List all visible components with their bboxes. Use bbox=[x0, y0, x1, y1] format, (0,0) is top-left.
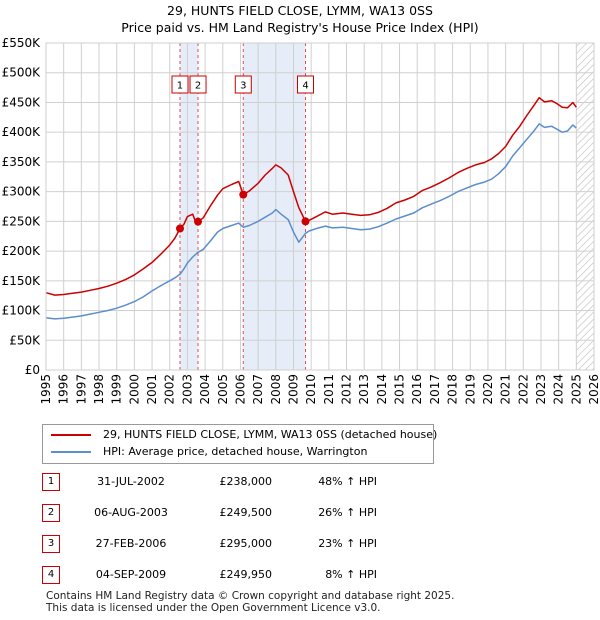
legend-swatch-hpi bbox=[51, 451, 91, 453]
footer-copyright: Contains HM Land Registry data © Crown c… bbox=[46, 590, 455, 602]
sale-marker-badge-1 bbox=[171, 75, 189, 94]
x-tick-label: 2007 bbox=[251, 374, 265, 405]
y-tick-label: £250K bbox=[2, 214, 42, 228]
legend-label-hpi: HPI: Average price, detached house, Warr… bbox=[103, 445, 368, 458]
chart-title: 29, HUNTS FIELD CLOSE, LYMM, WA13 0SS Pr… bbox=[0, 2, 600, 36]
sale-point-1 bbox=[175, 224, 184, 233]
property-series-line bbox=[45, 96, 577, 296]
x-tick-label: 2014 bbox=[375, 374, 389, 405]
sale-hpi-change: 23% ↑ HPI bbox=[318, 537, 377, 550]
sale-marker-label-1: 1 bbox=[177, 81, 183, 92]
sale-hpi-change: 48% ↑ HPI bbox=[318, 475, 377, 488]
x-tick-label: 2017 bbox=[428, 374, 442, 405]
sale-hpi-change: 26% ↑ HPI bbox=[318, 506, 377, 519]
footer-attribution: Contains HM Land Registry data © Crown c… bbox=[46, 590, 454, 614]
x-tick-label: 2003 bbox=[180, 374, 194, 405]
title-subtitle: Price paid vs. HM Land Registry's House … bbox=[121, 20, 479, 35]
x-tick-label: 1998 bbox=[92, 374, 106, 405]
x-tick-label: 1996 bbox=[57, 374, 71, 405]
sale-marker-label-4: 4 bbox=[302, 81, 308, 92]
plot-area bbox=[46, 43, 594, 370]
sale-marker-badge-3 bbox=[234, 75, 252, 94]
x-tick-label: 1999 bbox=[110, 374, 124, 405]
sale-number-badge: 3 bbox=[42, 535, 60, 553]
x-tick-label: 2024 bbox=[552, 374, 566, 405]
sale-number-badge: 1 bbox=[42, 473, 60, 491]
plot-border bbox=[45, 42, 595, 371]
y-tick-label: £300K bbox=[2, 185, 42, 199]
x-tick-label: 2022 bbox=[516, 374, 530, 405]
sale-point-4 bbox=[301, 217, 310, 226]
sale-date: 31-JUL-2002 bbox=[97, 475, 165, 488]
sale-hpi-change: 8% ↑ HPI bbox=[325, 568, 377, 581]
x-tick-label: 2004 bbox=[198, 374, 212, 405]
sale-price: £249,950 bbox=[219, 568, 273, 581]
y-tick-label: £200K bbox=[2, 244, 42, 258]
x-tick-label: 2010 bbox=[304, 374, 318, 405]
sale-date: 27-FEB-2006 bbox=[95, 537, 167, 550]
y-tick-label: £50K bbox=[9, 333, 41, 347]
y-tick-label: £150K bbox=[2, 274, 42, 288]
y-tick-label: £100K bbox=[2, 304, 42, 318]
y-tick-label: £350K bbox=[2, 155, 42, 169]
y-tick-label: £450K bbox=[2, 95, 42, 109]
footer-licence: This data is licensed under the Open Gov… bbox=[46, 602, 381, 614]
hpi-series-line bbox=[45, 123, 577, 320]
legend-label-property: 29, HUNTS FIELD CLOSE, LYMM, WA13 0SS (d… bbox=[103, 428, 438, 441]
shaded-period-1 bbox=[179, 43, 199, 370]
sale-price: £238,000 bbox=[219, 475, 273, 488]
sale-point-2 bbox=[194, 217, 203, 226]
sale-marker-label-2: 2 bbox=[195, 81, 201, 92]
x-tick-label: 2002 bbox=[163, 374, 177, 405]
sale-date: 04-SEP-2009 bbox=[95, 568, 167, 581]
shaded-period-2 bbox=[243, 43, 306, 370]
sale-date: 06-AUG-2003 bbox=[94, 506, 168, 519]
chart-legend: 29, HUNTS FIELD CLOSE, LYMM, WA13 0SS (d… bbox=[42, 424, 437, 464]
x-tick-label: 2015 bbox=[393, 374, 407, 405]
x-tick-label: 2011 bbox=[322, 374, 336, 405]
x-tick-label: 2012 bbox=[340, 374, 354, 405]
x-tick-label: 2001 bbox=[145, 374, 159, 405]
sale-price: £249,500 bbox=[219, 506, 273, 519]
x-tick-label: 2019 bbox=[463, 374, 477, 405]
x-tick-label: 2021 bbox=[499, 374, 513, 405]
x-tick-label: 2026 bbox=[587, 374, 600, 405]
x-tick-label: 2009 bbox=[286, 374, 300, 405]
y-tick-label: £400K bbox=[2, 125, 42, 139]
y-tick-label: £0 bbox=[25, 363, 40, 377]
x-tick-label: 2008 bbox=[269, 374, 283, 405]
title-address: 29, HUNTS FIELD CLOSE, LYMM, WA13 0SS bbox=[167, 3, 433, 18]
sale-price: £295,000 bbox=[219, 537, 273, 550]
sale-marker-badge-2 bbox=[189, 75, 207, 94]
x-tick-label: 2018 bbox=[446, 374, 460, 405]
sale-number-badge: 2 bbox=[42, 504, 60, 522]
x-tick-label: 2000 bbox=[127, 374, 141, 405]
legend-item-hpi: HPI: Average price, detached house, Warr… bbox=[51, 444, 367, 460]
x-tick-label: 2016 bbox=[410, 374, 424, 405]
sale-marker-badge-4 bbox=[297, 75, 315, 94]
forecast-hatch bbox=[576, 43, 594, 370]
sale-point-3 bbox=[239, 190, 248, 199]
y-tick-label: £500K bbox=[2, 66, 42, 80]
x-tick-label: 2006 bbox=[233, 374, 247, 405]
legend-swatch-property bbox=[51, 434, 91, 436]
x-tick-label: 2025 bbox=[569, 374, 583, 405]
x-tick-label: 2023 bbox=[534, 374, 548, 405]
y-tick-label: £550K bbox=[2, 36, 42, 50]
x-tick-label: 2020 bbox=[481, 374, 495, 405]
price-chart: 1 2 3 4 £0 £50K £100K £150K £200K £250K £300K £350K… bbox=[2, 36, 600, 405]
x-tick-label: 1995 bbox=[39, 374, 53, 405]
x-tick-label: 2005 bbox=[216, 374, 230, 405]
x-tick-label: 2013 bbox=[357, 374, 371, 405]
sale-number-badge: 4 bbox=[42, 566, 60, 584]
sale-marker-label-3: 3 bbox=[240, 81, 246, 92]
x-tick-label: 1997 bbox=[74, 374, 88, 405]
legend-item-property: 29, HUNTS FIELD CLOSE, LYMM, WA13 0SS (d… bbox=[51, 427, 437, 443]
